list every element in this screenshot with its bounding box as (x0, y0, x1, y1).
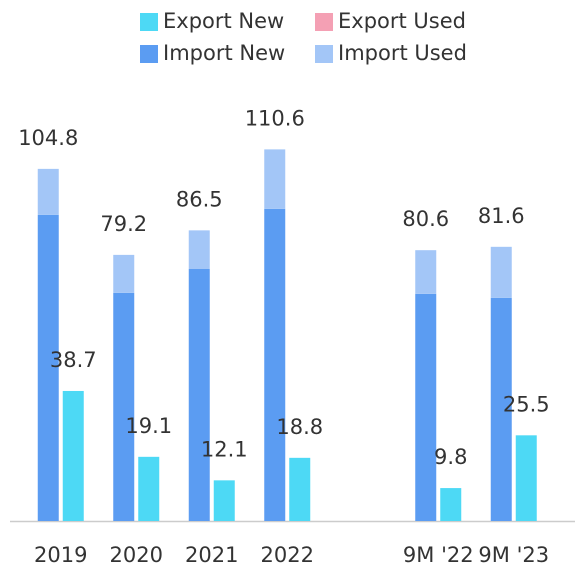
total-label: 12.1 (201, 437, 248, 461)
total-label: 86.5 (176, 187, 223, 211)
x-tick-label: 2019 (34, 543, 87, 567)
total-label: 110.6 (245, 106, 305, 130)
total-label: 79.2 (100, 212, 147, 236)
bar-segment (188, 230, 210, 269)
bar-segment (490, 297, 512, 521)
legend-swatch (140, 45, 158, 63)
total-label: 38.7 (50, 348, 97, 372)
bar-segment (113, 254, 135, 293)
x-tick-label: 2021 (185, 543, 238, 567)
bar-segment (113, 292, 135, 521)
bar-segment (440, 488, 462, 521)
total-label: 19.1 (125, 414, 172, 438)
legend-swatch (315, 45, 333, 63)
legend-swatch (315, 13, 333, 31)
x-tick-label: 2022 (261, 543, 314, 567)
legend-label: Export New (163, 9, 284, 33)
legend-label: Import Used (338, 41, 467, 65)
bar-segment (62, 390, 84, 521)
x-tick-label: 9M '22 (403, 543, 474, 567)
bar-segment (213, 480, 235, 521)
bar-segment (138, 456, 160, 521)
bar-segment (515, 435, 537, 521)
total-label: 80.6 (402, 207, 449, 231)
bar-segment (490, 246, 512, 298)
bar-segment (289, 457, 311, 521)
bar-segment (415, 293, 437, 521)
total-label: 25.5 (503, 392, 550, 416)
total-label: 9.8 (434, 445, 467, 469)
total-label: 104.8 (18, 126, 78, 150)
bar-segment (37, 168, 59, 215)
bar-segment (264, 149, 286, 209)
total-label: 18.8 (276, 415, 323, 439)
bar-segment (188, 269, 210, 521)
bar-segment (264, 208, 286, 521)
legend-label: Import New (163, 41, 285, 65)
total-label: 81.6 (478, 204, 525, 228)
legend-swatch (140, 13, 158, 31)
bar-segment (415, 250, 437, 294)
bar-segment (37, 214, 59, 522)
x-tick-label: 2020 (110, 543, 163, 567)
x-tick-label: 9M '23 (478, 543, 549, 567)
legend-label: Export Used (338, 9, 466, 33)
